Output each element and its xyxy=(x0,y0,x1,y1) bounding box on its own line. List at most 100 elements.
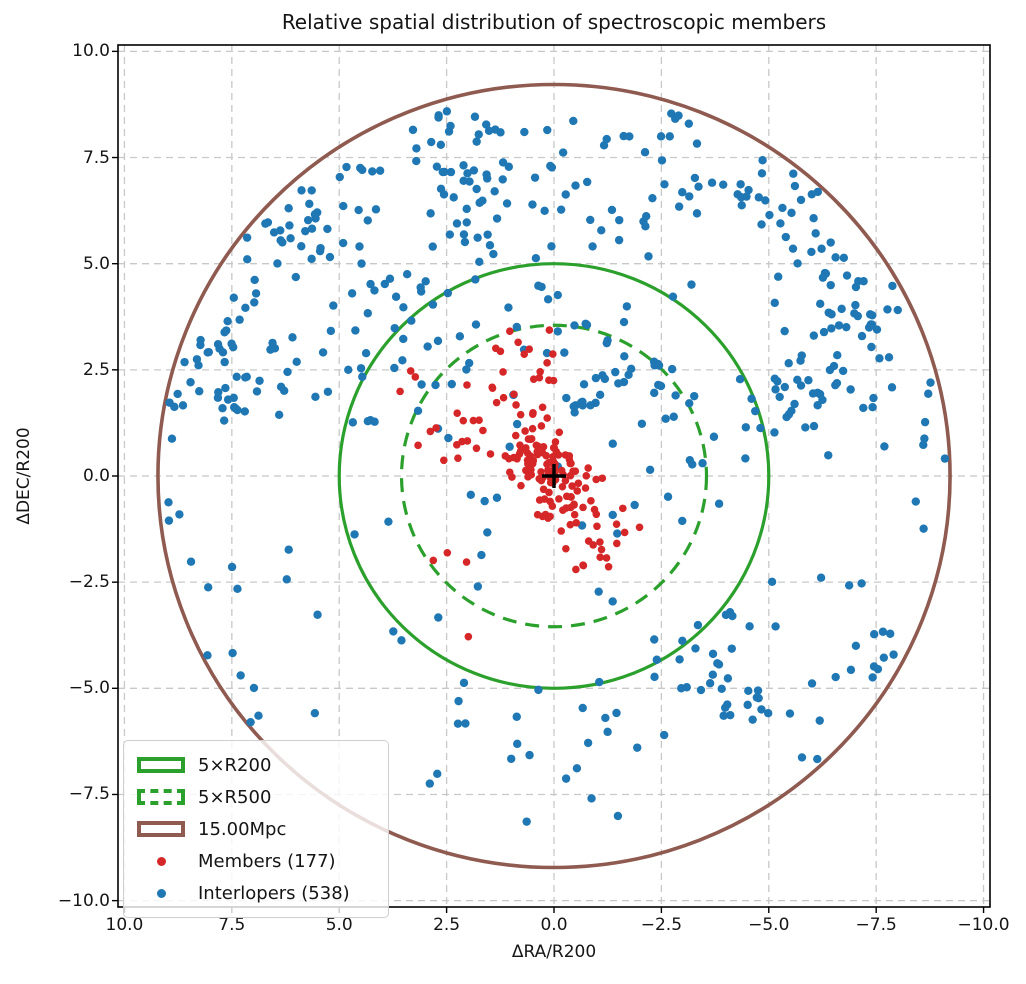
scatter-point-interlopers xyxy=(407,316,416,325)
scatter-point-interlopers xyxy=(338,238,348,248)
x-tick-label: 7.5 xyxy=(218,915,246,935)
scatter-point-members xyxy=(520,350,529,358)
scatter-point-interlopers xyxy=(443,288,453,298)
scatter-point-interlopers xyxy=(888,281,897,291)
scatter-point-interlopers xyxy=(771,622,780,631)
scatter-point-interlopers xyxy=(737,201,746,210)
scatter-point-members xyxy=(463,381,471,389)
scatter-point-interlopers xyxy=(640,148,650,157)
scatter-point-members xyxy=(538,403,547,412)
scatter-point-interlopers xyxy=(603,727,612,737)
scatter-point-interlopers xyxy=(940,454,950,463)
scatter-point-members xyxy=(443,548,452,557)
scatter-point-interlopers xyxy=(678,188,687,197)
scatter-point-interlopers xyxy=(735,375,745,384)
legend-entry: 5×R200 xyxy=(135,752,377,778)
scatter-point-interlopers xyxy=(307,186,316,195)
scatter-point-interlopers xyxy=(763,708,773,718)
scatter-point-interlopers xyxy=(459,230,469,239)
scatter-point-members xyxy=(545,488,553,497)
scatter-point-interlopers xyxy=(354,205,363,215)
scatter-point-members xyxy=(545,376,553,385)
scatter-point-members xyxy=(572,565,580,574)
scatter-point-members xyxy=(565,452,574,460)
scatter-point-interlopers xyxy=(818,273,828,282)
scatter-point-interlopers xyxy=(368,167,377,176)
scatter-point-interlopers xyxy=(307,254,316,264)
scatter-point-interlopers xyxy=(714,499,724,508)
scatter-point-interlopers xyxy=(614,379,623,388)
scatter-point-interlopers xyxy=(223,317,232,326)
scatter-point-interlopers xyxy=(872,325,882,334)
scatter-point-interlopers xyxy=(252,387,262,396)
scatter-point-interlopers xyxy=(796,356,805,365)
scatter-point-interlopers xyxy=(167,434,177,443)
scatter-point-interlopers xyxy=(464,358,474,368)
scatter-point-interlopers xyxy=(232,372,241,382)
scatter-point-members xyxy=(597,545,606,554)
scatter-point-interlopers xyxy=(250,298,259,307)
scatter-point-interlopers xyxy=(506,754,516,763)
scatter-point-interlopers xyxy=(868,311,877,320)
scatter-point-interlopers xyxy=(690,391,699,401)
scatter-point-interlopers xyxy=(512,322,521,332)
scatter-point-interlopers xyxy=(696,685,706,695)
scatter-point-interlopers xyxy=(218,404,227,413)
scatter-point-members xyxy=(517,481,525,490)
x-tick-label: 5.0 xyxy=(325,915,353,935)
scatter-point-interlopers xyxy=(502,199,512,208)
scatter-point-interlopers xyxy=(583,738,593,748)
scatter-point-interlopers xyxy=(490,187,499,196)
scatter-point-interlopers xyxy=(231,404,240,413)
scatter-point-interlopers xyxy=(773,272,783,281)
scatter-point-members xyxy=(535,496,544,504)
scatter-point-members xyxy=(414,441,422,450)
scatter-point-interlopers xyxy=(276,236,285,245)
scatter-point-interlopers xyxy=(859,403,868,413)
scatter-point-interlopers xyxy=(660,180,669,189)
legend-swatch xyxy=(137,821,185,837)
scatter-point-interlopers xyxy=(813,187,823,197)
scatter-point-interlopers xyxy=(462,204,471,214)
scatter-point-members xyxy=(582,472,591,480)
scatter-point-interlopers xyxy=(421,277,430,286)
scatter-point-interlopers xyxy=(893,305,902,315)
legend-swatch xyxy=(137,757,185,773)
scatter-point-interlopers xyxy=(868,403,877,412)
scatter-point-interlopers xyxy=(741,454,750,463)
scatter-point-interlopers xyxy=(765,210,774,220)
scatter-point-members xyxy=(562,504,570,512)
scatter-point-interlopers xyxy=(713,659,722,668)
scatter-point-interlopers xyxy=(357,259,366,268)
scatter-point-interlopers xyxy=(242,233,252,242)
scatter-point-interlopers xyxy=(426,209,435,218)
scatter-point-interlopers xyxy=(705,679,715,688)
scatter-point-members xyxy=(516,441,524,449)
scatter-point-interlopers xyxy=(444,433,453,443)
scatter-point-interlopers xyxy=(809,213,818,223)
scatter-point-interlopers xyxy=(459,678,469,688)
scatter-point-interlopers xyxy=(438,167,448,177)
legend-entry: Members (177) xyxy=(135,848,377,874)
circle-5xR200 xyxy=(337,262,771,690)
scatter-point-interlopers xyxy=(326,326,336,336)
scatter-point-interlopers xyxy=(491,125,500,134)
scatter-point-members xyxy=(396,387,404,396)
scatter-point-interlopers xyxy=(654,361,664,370)
scatter-point-interlopers xyxy=(694,182,703,191)
legend-label: 15.00Mpc xyxy=(198,818,287,840)
scatter-point-interlopers xyxy=(626,364,636,374)
legend: 5×R200 5×R500 15.00Mpc Members (177) Interlo… xyxy=(123,740,389,918)
scatter-point-interlopers xyxy=(335,172,344,182)
scatter-point-interlopers xyxy=(329,301,338,310)
scatter-point-interlopers xyxy=(461,719,470,728)
scatter-point-interlopers xyxy=(748,715,757,724)
scatter-point-interlopers xyxy=(370,286,379,295)
scatter-point-members xyxy=(619,504,627,513)
scatter-point-interlopers xyxy=(652,655,662,664)
scatter-point-interlopers xyxy=(255,376,264,385)
scatter-point-members xyxy=(579,503,587,512)
legend-dot-swatch-icon xyxy=(135,888,187,898)
scatter-point-members xyxy=(511,431,520,440)
